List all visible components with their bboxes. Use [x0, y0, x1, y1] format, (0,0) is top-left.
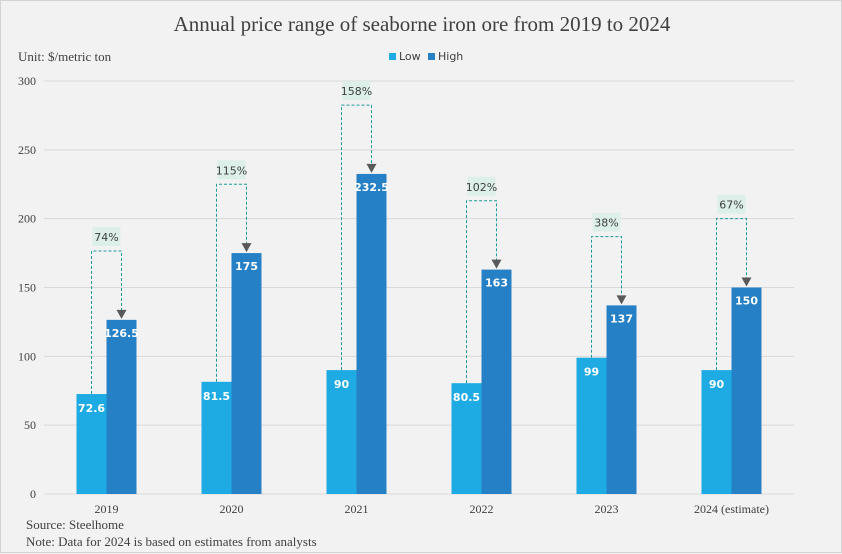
data-label-low: 80.5 [453, 391, 480, 404]
bar-high [106, 319, 137, 494]
pct-label-box [467, 176, 496, 196]
bar-high [231, 253, 262, 494]
data-label-high: 150 [735, 295, 758, 308]
y-tick-label: 250 [18, 143, 36, 157]
y-tick-label: 150 [18, 281, 36, 295]
bar-high [606, 305, 637, 494]
x-tick-label: 2021 [345, 502, 369, 516]
pct-label: 74% [94, 231, 118, 244]
data-label-low: 72.6 [78, 402, 105, 415]
bar-low [576, 357, 607, 494]
connector-line [716, 218, 747, 371]
legend-swatch-high [428, 53, 435, 60]
chart-title: Annual price range of seaborne iron ore … [174, 12, 671, 36]
x-axis-ticks: 2019 2020 2021 2022 2023 2024 (estimate) [95, 502, 769, 516]
bar-high [731, 287, 762, 494]
arrow-icon [116, 309, 127, 319]
bar-low [451, 383, 482, 494]
connector-line [466, 200, 497, 384]
bar-low [201, 381, 232, 494]
data-label-high: 232.5 [354, 181, 389, 194]
bar-low [326, 370, 357, 494]
data-label-high: 175 [235, 260, 258, 273]
connector-line [341, 104, 372, 371]
pct-label: 102% [466, 181, 497, 194]
arrow-icon [491, 259, 502, 269]
pct-label: 158% [341, 85, 372, 98]
pct-label: 38% [594, 217, 618, 230]
arrow-icon [616, 295, 627, 305]
data-label-low: 90 [709, 378, 725, 391]
data-label-high: 137 [610, 312, 633, 325]
source-note: Source: Steelhome [26, 517, 124, 532]
data-label-high: 126.5 [104, 327, 139, 340]
arrow-icon [366, 163, 377, 173]
legend-label-high: High [438, 50, 463, 63]
pct-label-box [342, 81, 371, 101]
connector-line [591, 236, 622, 358]
bars [76, 173, 762, 495]
data-labels: 72.6 126.5 81.5 175 90 232.5 80.5 163 99 137 90 150 [78, 181, 758, 415]
x-tick-label: 2022 [470, 502, 494, 516]
arrow-icon [741, 277, 752, 287]
pct-label: 67% [719, 199, 743, 212]
data-label-high: 163 [485, 277, 508, 290]
legend-label-low: Low [399, 50, 421, 63]
x-tick-label: 2020 [220, 502, 244, 516]
pct-label-box [92, 227, 121, 247]
connectors: 74% 115% 158% 102% 38% 67% [91, 81, 752, 395]
gridlines [44, 80, 794, 495]
x-tick-label: 2023 [595, 502, 619, 516]
pct-label: 115% [216, 164, 247, 177]
y-tick-label: 300 [18, 74, 36, 88]
legend: Low High [389, 50, 463, 63]
bar-high [481, 269, 512, 494]
arrow-icon [241, 243, 252, 253]
bar-low [701, 370, 732, 494]
y-tick-label: 50 [24, 418, 36, 432]
pct-label-box [717, 194, 746, 214]
y-tick-label: 0 [30, 487, 36, 501]
x-tick-label: 2024 (estimate) [694, 502, 769, 516]
y-tick-label: 100 [18, 349, 36, 363]
connector-line [91, 250, 122, 395]
data-label-low: 90 [334, 378, 350, 391]
legend-swatch-low [389, 53, 396, 60]
bar-high [356, 173, 387, 495]
pct-label-box [592, 212, 621, 232]
data-label-low: 99 [584, 366, 599, 379]
data-label-low: 81.5 [203, 390, 230, 403]
estimate-note: Note: Data for 2024 is based on estimate… [26, 534, 317, 549]
connector-line [216, 183, 247, 382]
bar-low [76, 394, 107, 494]
y-tick-label: 200 [18, 212, 36, 226]
x-tick-label: 2019 [95, 502, 119, 516]
y-axis-ticks: 0 50 100 150 200 250 300 [18, 74, 36, 501]
pct-label-box [217, 160, 246, 180]
unit-label: Unit: $/metric ton [18, 49, 112, 64]
